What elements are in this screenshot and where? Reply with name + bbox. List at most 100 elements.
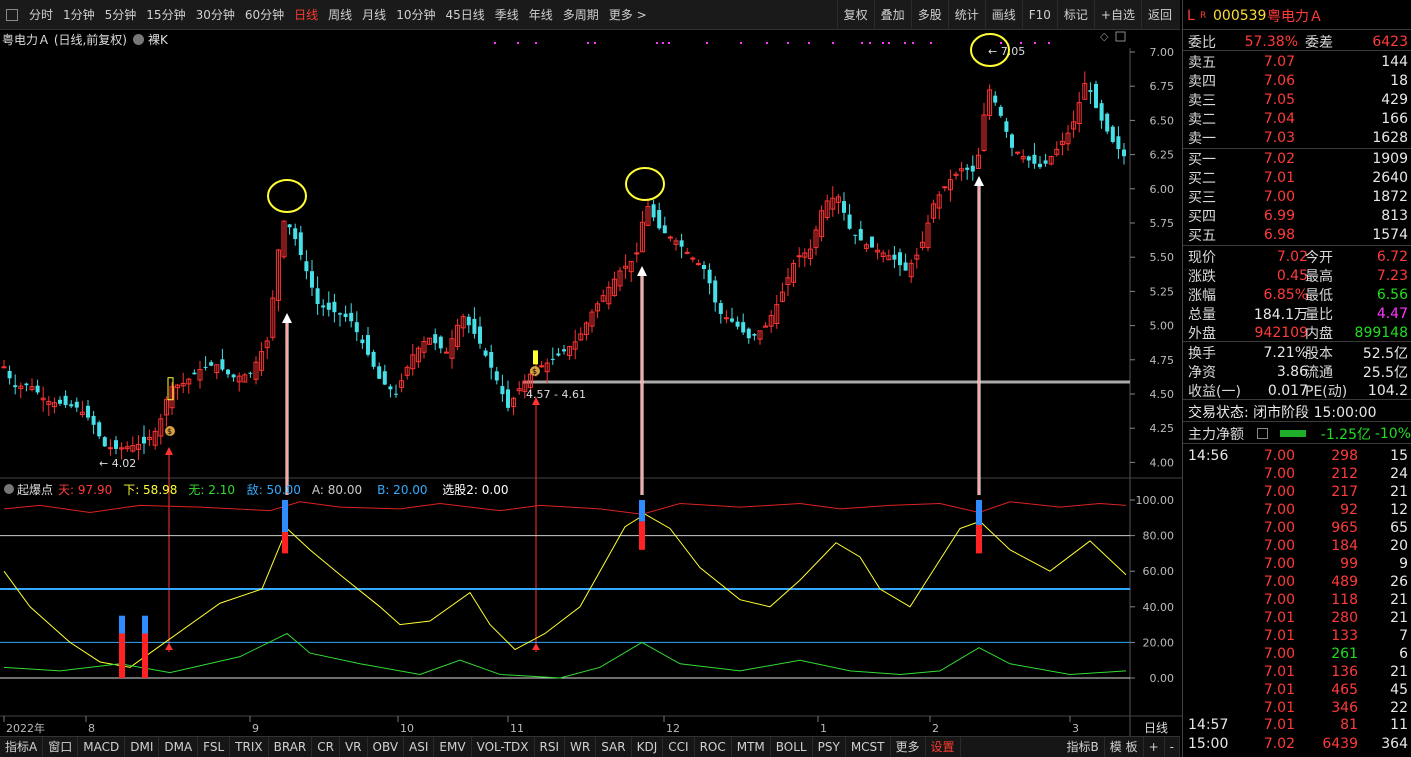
tick-count: 21	[1390, 483, 1408, 500]
period-tab[interactable]: 多周期	[562, 7, 599, 22]
candle-body	[914, 254, 920, 260]
toolbar-button[interactable]: 标记	[1056, 0, 1094, 30]
flow-bar	[1280, 430, 1306, 437]
indicator-tab[interactable]: DMA	[159, 737, 199, 757]
indicator-tab-right[interactable]: 模 板	[1105, 737, 1144, 757]
toggle-icon[interactable]	[133, 33, 144, 45]
tick-price: 7.00	[1263, 555, 1295, 572]
candle-body	[366, 335, 370, 355]
indicator-tab[interactable]: BRAR	[269, 737, 313, 757]
kline-chart[interactable]: 7.00 6.75 6.50 6.25 6.00 5.75 5.50 5.25 5.00 4.75…	[0, 30, 1182, 736]
candle-body	[275, 249, 281, 301]
tick-row: 7.00 965 65	[1183, 518, 1411, 537]
indicator-tab[interactable]: CR	[312, 737, 340, 757]
period-tab[interactable]: 60分钟	[244, 7, 285, 22]
period-tab[interactable]: 1分钟	[63, 7, 95, 22]
tick-count: 12	[1390, 501, 1408, 518]
toolbar-button[interactable]: 画线	[984, 0, 1022, 30]
candle-body	[942, 186, 948, 189]
candle-body	[673, 240, 679, 245]
candle-body	[203, 366, 208, 368]
indicator-tab[interactable]: DMI	[125, 737, 160, 757]
indicator-tab[interactable]: KDJ	[632, 737, 664, 757]
tick-row: 7.00 212 24	[1183, 464, 1411, 483]
candle-body	[186, 378, 192, 385]
indicator-tab[interactable]: 指标A	[0, 737, 44, 757]
indicator-axis-label: 80.00	[1143, 530, 1175, 543]
period-tab[interactable]: 分时	[29, 7, 54, 22]
period-tab[interactable]: 月线	[362, 7, 387, 22]
indicator-tab[interactable]: 窗口	[43, 737, 79, 757]
indicator-tab[interactable]: EMV	[434, 737, 472, 757]
period-tab[interactable]: 周线	[328, 7, 353, 22]
candle-body	[1015, 151, 1021, 154]
tick-volume: 346	[1331, 699, 1358, 716]
bid-label: 买四	[1188, 209, 1216, 226]
toolbar-button[interactable]: +自选	[1093, 0, 1141, 30]
candle-body	[757, 330, 763, 340]
candle-body	[354, 322, 359, 333]
indicator-tab[interactable]: ASI	[404, 737, 435, 757]
list-icon[interactable]	[1257, 428, 1268, 439]
period-tab[interactable]: 年线	[528, 7, 553, 22]
stat-row: 外盘 942109 内盘 899148	[1183, 324, 1411, 343]
candle-body	[847, 214, 852, 229]
indicator-tabs: 指标A 窗口 MACD DMI DMA FSL TRIX BRAR CR VR OBV ASI EMV V…	[0, 736, 1180, 757]
indicator-tab[interactable]: OBV	[368, 737, 405, 757]
candle-body	[931, 203, 937, 219]
money-bag-glyph: $	[532, 367, 537, 376]
chart-mode[interactable]: 裸K	[148, 32, 168, 47]
toolbar-button[interactable]: 多股	[910, 0, 948, 30]
price-axis-label: 6.00	[1150, 183, 1175, 196]
indicator-tab[interactable]: SAR	[596, 737, 632, 757]
indicator-tab[interactable]: RSI	[535, 737, 566, 757]
indicator-tab[interactable]: FSL	[198, 737, 231, 757]
period-tab[interactable]: 15分钟	[146, 7, 186, 22]
indicator-tab[interactable]: BOLL	[771, 737, 813, 757]
indicator-tab-right[interactable]: -	[1165, 737, 1180, 757]
indicator-tab[interactable]: VOL-TDX	[472, 737, 535, 757]
indicator-tab[interactable]: PSY	[813, 737, 846, 757]
indicator-tab[interactable]: 设置	[926, 737, 961, 757]
indicator-tab[interactable]: 更多	[891, 737, 926, 757]
period-tab[interactable]: 45日线	[445, 7, 485, 22]
fin-label: 换手	[1188, 345, 1216, 362]
candle-body	[494, 371, 499, 381]
indicator-tab[interactable]: MCST	[846, 737, 891, 757]
tick-volume: 280	[1331, 609, 1358, 626]
toolbar-button[interactable]: 返回	[1140, 0, 1178, 30]
divider	[1183, 245, 1411, 246]
indicator-tab[interactable]: WR	[565, 737, 597, 757]
signal-bar-blue	[282, 500, 288, 533]
tick-count: 22	[1390, 699, 1408, 716]
indicator-tab[interactable]: MACD	[78, 737, 126, 757]
candle-body	[1043, 160, 1048, 164]
indicator-tab[interactable]: VR	[340, 737, 368, 757]
indicator-tab[interactable]: CCI	[663, 737, 695, 757]
period-tab[interactable]: 季线	[494, 7, 519, 22]
price-axis-label: 4.00	[1150, 456, 1175, 469]
candle-body	[18, 385, 24, 390]
toolbar-button[interactable]: 叠加	[873, 0, 911, 30]
toolbar-button[interactable]: F10	[1021, 0, 1057, 30]
indicator-tab-right[interactable]: +	[1144, 737, 1165, 757]
toolbar-button[interactable]: 统计	[947, 0, 985, 30]
indicator-tab[interactable]: ROC	[695, 737, 732, 757]
candle-body	[79, 411, 85, 415]
indicator-tab[interactable]: MTM	[732, 737, 771, 757]
period-tab[interactable]: 更多 >	[608, 7, 647, 22]
period-tab[interactable]: 日线	[294, 7, 319, 22]
stock-code: 000539	[1213, 7, 1267, 24]
indicator-tab[interactable]: TRIX	[230, 737, 269, 757]
candle-body	[981, 114, 987, 151]
indicator-tab-right[interactable]: 指标B	[1062, 737, 1105, 757]
candle-body	[567, 346, 573, 357]
toolbar-button[interactable]: 复权	[836, 0, 874, 30]
period-tab[interactable]: 5分钟	[104, 7, 137, 22]
candle-body	[830, 197, 836, 210]
period-tab[interactable]: 30分钟	[195, 7, 235, 22]
candle-body	[875, 249, 881, 253]
tick-count: 21	[1390, 609, 1408, 626]
window-icon[interactable]	[6, 8, 18, 21]
period-tab[interactable]: 10分钟	[396, 7, 436, 22]
